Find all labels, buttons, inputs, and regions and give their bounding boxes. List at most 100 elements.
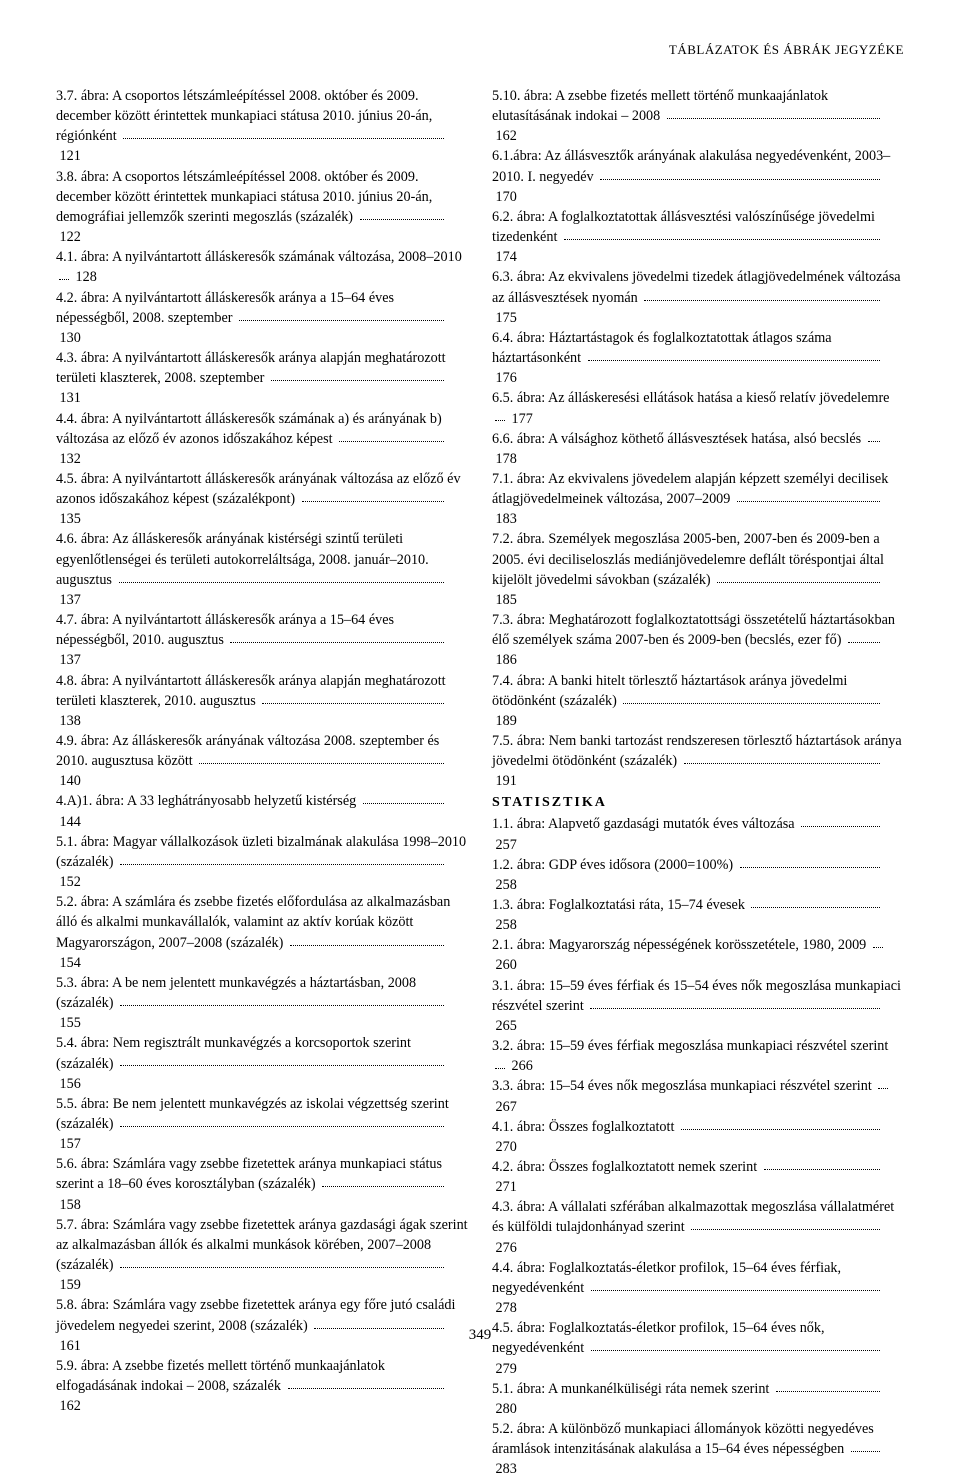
toc-page: 162: [56, 1398, 81, 1414]
toc-page: 186: [492, 652, 517, 668]
toc-entry: 5.8. ábra: Számlára vagy zsebbe fizetett…: [56, 1295, 468, 1355]
toc-entry-text: 4.1. ábra: A nyilvántartott álláskeresők…: [56, 249, 465, 265]
toc-leader: [119, 574, 445, 583]
toc-page: 258: [492, 877, 517, 893]
toc-page: 178: [492, 451, 517, 467]
toc-page: 265: [492, 1018, 517, 1034]
toc-leader: [764, 1161, 880, 1170]
toc-leader: [851, 1444, 880, 1453]
toc-entry-text: 4.2. ábra: Összes foglalkoztatott nemek …: [492, 1159, 761, 1175]
toc-page: 176: [492, 370, 517, 386]
toc-entry: 7.1. ábra: Az ekvivalens jövedelem alapj…: [492, 469, 904, 529]
toc-leader: [591, 1343, 880, 1352]
toc-entry-text: 7.3. ábra: Meghatározott foglalkoztatott…: [492, 612, 895, 648]
toc-entry-text: 6.6. ábra: A válsághoz köthető állásvesz…: [492, 431, 865, 447]
toc-leader: [271, 373, 444, 382]
toc-entry: 4.8. ábra: A nyilvántartott álláskeresők…: [56, 671, 468, 731]
toc-entry-text: 5.1. ábra: A munkanélküliségi ráta nemek…: [492, 1381, 773, 1397]
toc-leader: [120, 856, 444, 865]
toc-entry: 4.4. ábra: A nyilvántartott álláskeresők…: [56, 409, 468, 469]
toc-page: 191: [492, 773, 517, 789]
toc-leader: [59, 272, 69, 281]
toc-page: 154: [56, 955, 81, 971]
toc-leader: [322, 1179, 444, 1188]
toc-page: 189: [492, 713, 517, 729]
toc-entry-text: 4.1. ábra: Összes foglalkoztatott: [492, 1119, 678, 1135]
toc-entry: 4.7. ábra: A nyilvántartott álláskeresők…: [56, 610, 468, 670]
toc-page: 144: [56, 814, 81, 830]
left-column: 3.7. ábra: A csoportos létszámleépítésse…: [56, 86, 468, 1480]
toc-page: 280: [492, 1401, 517, 1417]
toc-leader: [868, 433, 880, 442]
toc-leader: [590, 1000, 880, 1009]
toc-entry: 1.1. ábra: Alapvető gazdasági mutatók év…: [492, 814, 904, 854]
toc-entry: 5.2. ábra: A számlára és zsebbe fizetés …: [56, 892, 468, 973]
toc-leader: [262, 695, 444, 704]
toc-entry: 4.9. ábra: Az álláskeresők arányának vál…: [56, 731, 468, 791]
toc-entry: 6.3. ábra: Az ekvivalens jövedelmi tized…: [492, 267, 904, 327]
toc-leader: [848, 635, 880, 644]
toc-entry: 3.7. ábra: A csoportos létszámleépítésse…: [56, 86, 468, 167]
toc-page: 271: [492, 1179, 517, 1195]
toc-entry: 5.6. ábra: Számlára vagy zsebbe fizetett…: [56, 1154, 468, 1214]
toc-entry: 4.2. ábra: Összes foglalkoztatott nemek …: [492, 1157, 904, 1197]
toc-entry-text: 6.5. ábra: Az álláskeresési ellátások ha…: [492, 390, 893, 406]
toc-leader: [776, 1383, 880, 1392]
toc-leader: [737, 494, 880, 503]
toc-columns: 3.7. ábra: A csoportos létszámleépítésse…: [56, 86, 904, 1480]
toc-leader: [495, 1061, 505, 1070]
toc-entry: 5.3. ábra: A be nem jelentett munkavégzé…: [56, 973, 468, 1033]
toc-page: 128: [72, 269, 97, 285]
toc-page: 258: [492, 917, 517, 933]
toc-leader: [591, 1282, 880, 1291]
toc-entry: 7.5. ábra: Nem banki tartozást rendszere…: [492, 731, 904, 791]
toc-entry: 1.2. ábra: GDP éves idősora (2000=100%) …: [492, 855, 904, 895]
page-header: TÁBLÁZATOK ÉS ÁBRÁK JEGYZÉKE: [56, 42, 904, 58]
toc-entry: 3.2. ábra: 15–59 éves férfiak megoszlása…: [492, 1036, 904, 1076]
toc-page: 158: [56, 1197, 81, 1213]
toc-page: 177: [508, 411, 533, 427]
toc-entry: 4.3. ábra: A vállalati szférában alkalma…: [492, 1197, 904, 1257]
toc-entry: 7.3. ábra: Meghatározott foglalkoztatott…: [492, 610, 904, 670]
toc-entry: 7.2. ábra. Személyek megoszlása 2005-ben…: [492, 529, 904, 610]
toc-page: 135: [56, 511, 81, 527]
toc-leader: [495, 413, 505, 422]
toc-entry: 4.1. ábra: A nyilvántartott álláskeresők…: [56, 247, 468, 287]
toc-entry-text: 1.3. ábra: Foglalkoztatási ráta, 15–74 é…: [492, 897, 748, 913]
toc-entry: 5.9. ábra: A zsebbe fizetés mellett tört…: [56, 1356, 468, 1416]
toc-page: 157: [56, 1136, 81, 1152]
toc-leader: [588, 353, 881, 362]
toc-page: 131: [56, 390, 81, 406]
toc-page: 276: [492, 1240, 517, 1256]
toc-leader: [681, 1121, 880, 1130]
toc-page: 174: [492, 249, 517, 265]
toc-entry: 6.6. ábra: A válsághoz köthető állásvesz…: [492, 429, 904, 469]
toc-page: 183: [492, 511, 517, 527]
toc-entry: 4.A)1. ábra: A 33 leghátrányosabb helyze…: [56, 791, 468, 831]
page-number: 349: [0, 1327, 960, 1344]
toc-entry-text: 5.2. ábra: A különböző munkapiaci állomá…: [492, 1421, 874, 1457]
toc-page: 121: [56, 148, 81, 164]
toc-entry-text: 4.A)1. ábra: A 33 leghátrányosabb helyze…: [56, 793, 360, 809]
toc-page: 279: [492, 1361, 517, 1377]
toc-leader: [288, 1380, 445, 1389]
toc-entry: 7.4. ábra: A banki hitelt törlesztő házt…: [492, 671, 904, 731]
toc-leader: [120, 1058, 444, 1067]
toc-page: 137: [56, 592, 81, 608]
toc-leader: [120, 1118, 444, 1127]
toc-leader: [691, 1222, 880, 1231]
toc-leader: [717, 574, 880, 583]
toc-page: 260: [492, 957, 517, 973]
toc-entry: 5.5. ábra: Be nem jelentett munkavégzés …: [56, 1094, 468, 1154]
toc-leader: [302, 494, 445, 503]
toc-entry: 5.1. ábra: Magyar vállalkozások üzleti b…: [56, 832, 468, 892]
toc-entry: 4.4. ábra: Foglalkoztatás-életkor profil…: [492, 1258, 904, 1318]
toc-entry: 5.1. ábra: A munkanélküliségi ráta nemek…: [492, 1379, 904, 1419]
toc-leader: [644, 292, 880, 301]
toc-page: 155: [56, 1015, 81, 1031]
toc-leader: [740, 859, 881, 868]
toc-entry: 6.2. ábra: A foglalkoztatottak állásvesz…: [492, 207, 904, 267]
toc-leader: [120, 998, 444, 1007]
toc-entry: 3.1. ábra: 15–59 éves férfiak és 15–54 é…: [492, 976, 904, 1036]
toc-leader: [363, 796, 444, 805]
